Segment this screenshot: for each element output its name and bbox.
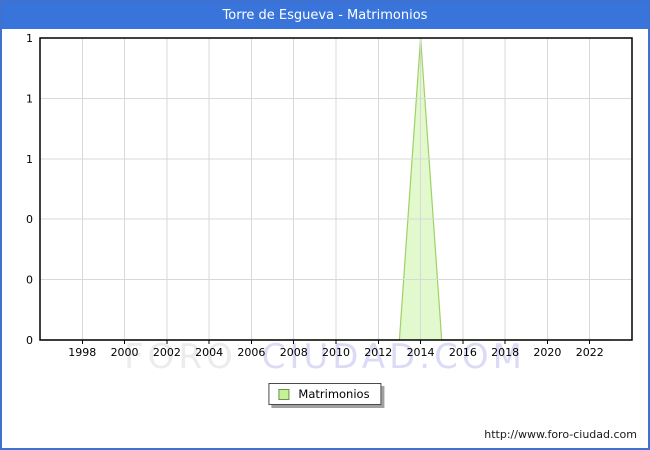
svg-text:2004: 2004 [195,346,223,359]
svg-text:0: 0 [26,213,33,226]
svg-text:2018: 2018 [491,346,519,359]
svg-text:2000: 2000 [111,346,139,359]
svg-text:2012: 2012 [364,346,392,359]
footer-url: http://www.foro-ciudad.com [484,428,637,441]
svg-text:0: 0 [26,274,33,287]
svg-text:2002: 2002 [153,346,181,359]
svg-text:2006: 2006 [237,346,265,359]
svg-text:0: 0 [26,334,33,347]
page-title: Torre de Esgueva - Matrimonios [2,2,648,29]
legend-swatch-icon [278,388,290,400]
svg-text:2010: 2010 [322,346,350,359]
svg-text:2014: 2014 [407,346,435,359]
svg-text:2020: 2020 [533,346,561,359]
svg-text:2022: 2022 [576,346,604,359]
svg-text:1: 1 [26,153,33,166]
svg-text:1: 1 [26,92,33,105]
svg-text:2016: 2016 [449,346,477,359]
legend-label: Matrimonios [298,387,370,401]
svg-text:1: 1 [26,32,33,45]
svg-text:1998: 1998 [68,346,96,359]
legend-box: Matrimonios [268,383,382,405]
svg-text:2008: 2008 [280,346,308,359]
